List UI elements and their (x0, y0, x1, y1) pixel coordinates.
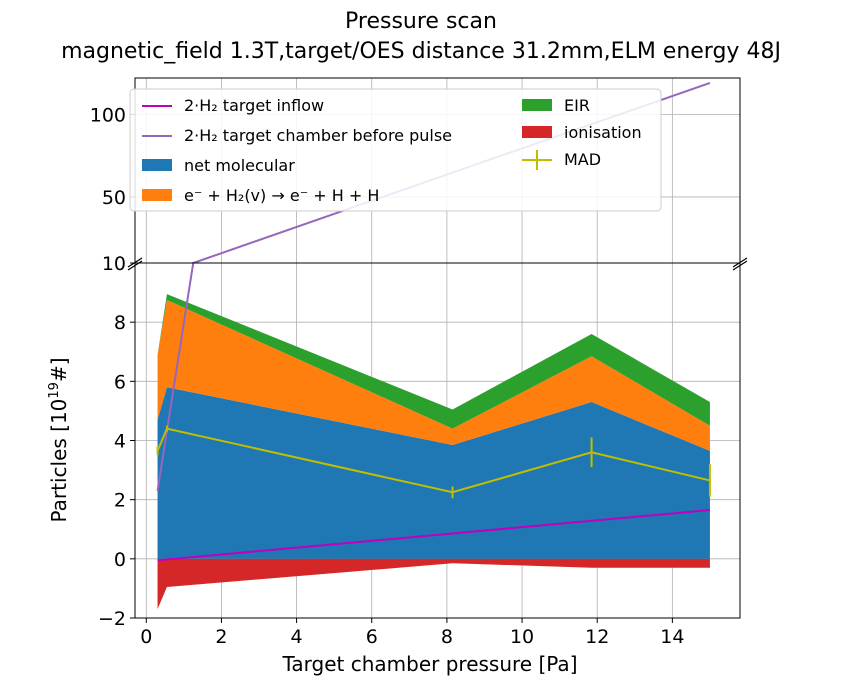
chart-title: Pressure scan (345, 9, 497, 34)
y-axis-label: Particles [1019#] (47, 357, 71, 522)
axis-ticks: 0 2 4 6 8 10 12 14 −2 0 2 4 6 8 10 50 100 (90, 104, 685, 648)
y-tick-label: −2 (98, 608, 126, 630)
y-tick-label: 50 (102, 187, 126, 209)
legend-entry-eir-label: EIR (564, 96, 590, 115)
mad-series (156, 425, 711, 499)
x-tick-label: 6 (366, 626, 378, 648)
x-tick-label: 14 (660, 626, 684, 648)
legend-entry-net-molecular-label: net molecular (184, 156, 295, 175)
y-tick-label: 4 (114, 431, 126, 453)
lower-lines (156, 263, 711, 562)
x-axis-label: Target chamber pressure [Pa] (282, 652, 578, 676)
x-tick-label: 12 (585, 626, 609, 648)
legend-entry-2-h-target-inflow-label: 2·H₂ target inflow (184, 96, 324, 115)
line-2-h-target-inflow (157, 509, 711, 562)
legend-entry-ionisation-label: ionisation (564, 123, 642, 142)
legend-entry-e-h-v-e-h-h-label: e⁻ + H₂(v) → e⁻ + H + H (184, 186, 379, 205)
y-axis-label-end: #] (47, 357, 71, 382)
axis-break-mark (732, 257, 748, 268)
area-e-h-v-e-h-h (157, 299, 710, 451)
x-tick-label: 10 (510, 626, 534, 648)
area-ionisation (157, 558, 710, 610)
chart-subtitle: magnetic_field 1.3T,target/OES distance … (61, 39, 781, 64)
x-tick-label: 2 (215, 626, 227, 648)
area-series (157, 294, 710, 610)
y-tick-label: 8 (114, 312, 126, 334)
line-2-h-target-chamber-before-pulse (156, 263, 195, 491)
y-axis-label-base: Particles [10 (47, 399, 71, 523)
x-tick-label: 4 (291, 626, 303, 648)
legend: 2·H₂ target inflow 2·H₂ target chamber be… (129, 88, 662, 212)
legend-entry-eir-swatch (522, 99, 552, 111)
x-tick-label: 8 (441, 626, 453, 648)
y-tick-label: 6 (114, 371, 126, 393)
legend-box (129, 88, 662, 212)
y-tick-label: 0 (114, 549, 126, 571)
legend-entry-mad-label: MAD (564, 150, 601, 169)
y-tick-label: 10 (102, 253, 126, 275)
y-tick-label: 2 (114, 490, 126, 512)
axis-break-mark (732, 260, 748, 271)
area-net-molecular (157, 387, 710, 559)
x-tick-label: 0 (140, 626, 152, 648)
axis-break-mark (127, 260, 143, 271)
legend-entry-e-h-v-e-h-h-swatch (142, 189, 172, 201)
y-tick-label: 100 (90, 104, 126, 126)
legend-entry-net-molecular-swatch (142, 159, 172, 171)
line-2-h-target-inflow-upper (158, 277, 710, 280)
legend-entry-2-h-target-chamber-before-pulse-label: 2·H₂ target chamber before pulse (184, 126, 452, 145)
legend-entry-ionisation-swatch (522, 126, 552, 138)
y-axis-label-sup: 19 (47, 382, 62, 399)
